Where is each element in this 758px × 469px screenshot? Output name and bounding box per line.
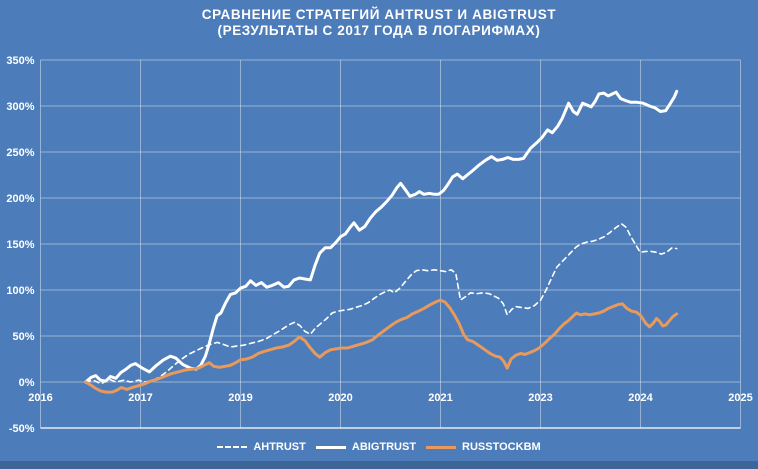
legend-label-russtockbm: RUSSTOCKBM xyxy=(462,441,541,453)
x-axis-tick-label: 2024 xyxy=(628,392,653,404)
bottom-edge-strip xyxy=(0,461,758,469)
chart-title-line2: (РЕЗУЛЬТАТЫ С 2017 ГОДА В ЛОГАРИФМАХ) xyxy=(217,23,541,38)
legend: AHTRUST ABIGTRUST RUSSTOCKBM xyxy=(0,441,758,453)
x-axis-tick-label: 2019 xyxy=(228,392,252,404)
y-axis-tick-label: 350% xyxy=(6,55,34,67)
chart-title-line1: СРАВНЕНИЕ СТРАТЕГИЙ AHTRUST И ABIGTRUST xyxy=(201,7,557,22)
y-axis-tick-label: 0% xyxy=(19,377,35,389)
legend-item-abigtrust: ABIGTRUST xyxy=(315,441,417,453)
legend-item-russtockbm: RUSSTOCKBM xyxy=(426,441,541,453)
y-axis-tick-label: 250% xyxy=(6,147,34,159)
legend-label-abigtrust: ABIGTRUST xyxy=(351,441,417,453)
series-line-russtockbm xyxy=(84,298,679,394)
x-axis-tick-label: 2020 xyxy=(328,392,352,404)
x-axis-tick-label: 2025 xyxy=(728,392,752,404)
y-axis-tick-label: -50% xyxy=(9,423,35,435)
y-axis-tick-label: 100% xyxy=(6,285,34,297)
solid-white-line-swatch xyxy=(315,445,346,449)
chart-title: СРАВНЕНИЕ СТРАТЕГИЙ AHTRUST И ABIGTRUST … xyxy=(0,7,758,39)
legend-item-ahtrust: AHTRUST xyxy=(217,441,306,453)
series-line-ahtrust xyxy=(84,223,678,385)
series-line-abigtrust xyxy=(84,89,679,384)
solid-orange-line-swatch xyxy=(426,445,457,449)
y-axis-tick-label: 200% xyxy=(6,193,34,205)
y-axis-tick-label: 150% xyxy=(6,239,34,251)
y-axis-tick-label: 50% xyxy=(12,331,34,343)
legend-label-ahtrust: AHTRUST xyxy=(253,441,306,453)
dashed-line-swatch xyxy=(217,446,248,448)
x-axis-tick-label: 2021 xyxy=(428,392,452,404)
x-axis-tick-label: 2017 xyxy=(128,392,152,404)
x-axis-tick-label: 2016 xyxy=(28,392,52,404)
x-axis-tick-label: 2023 xyxy=(528,392,552,404)
y-axis-tick-label: 300% xyxy=(6,101,34,113)
